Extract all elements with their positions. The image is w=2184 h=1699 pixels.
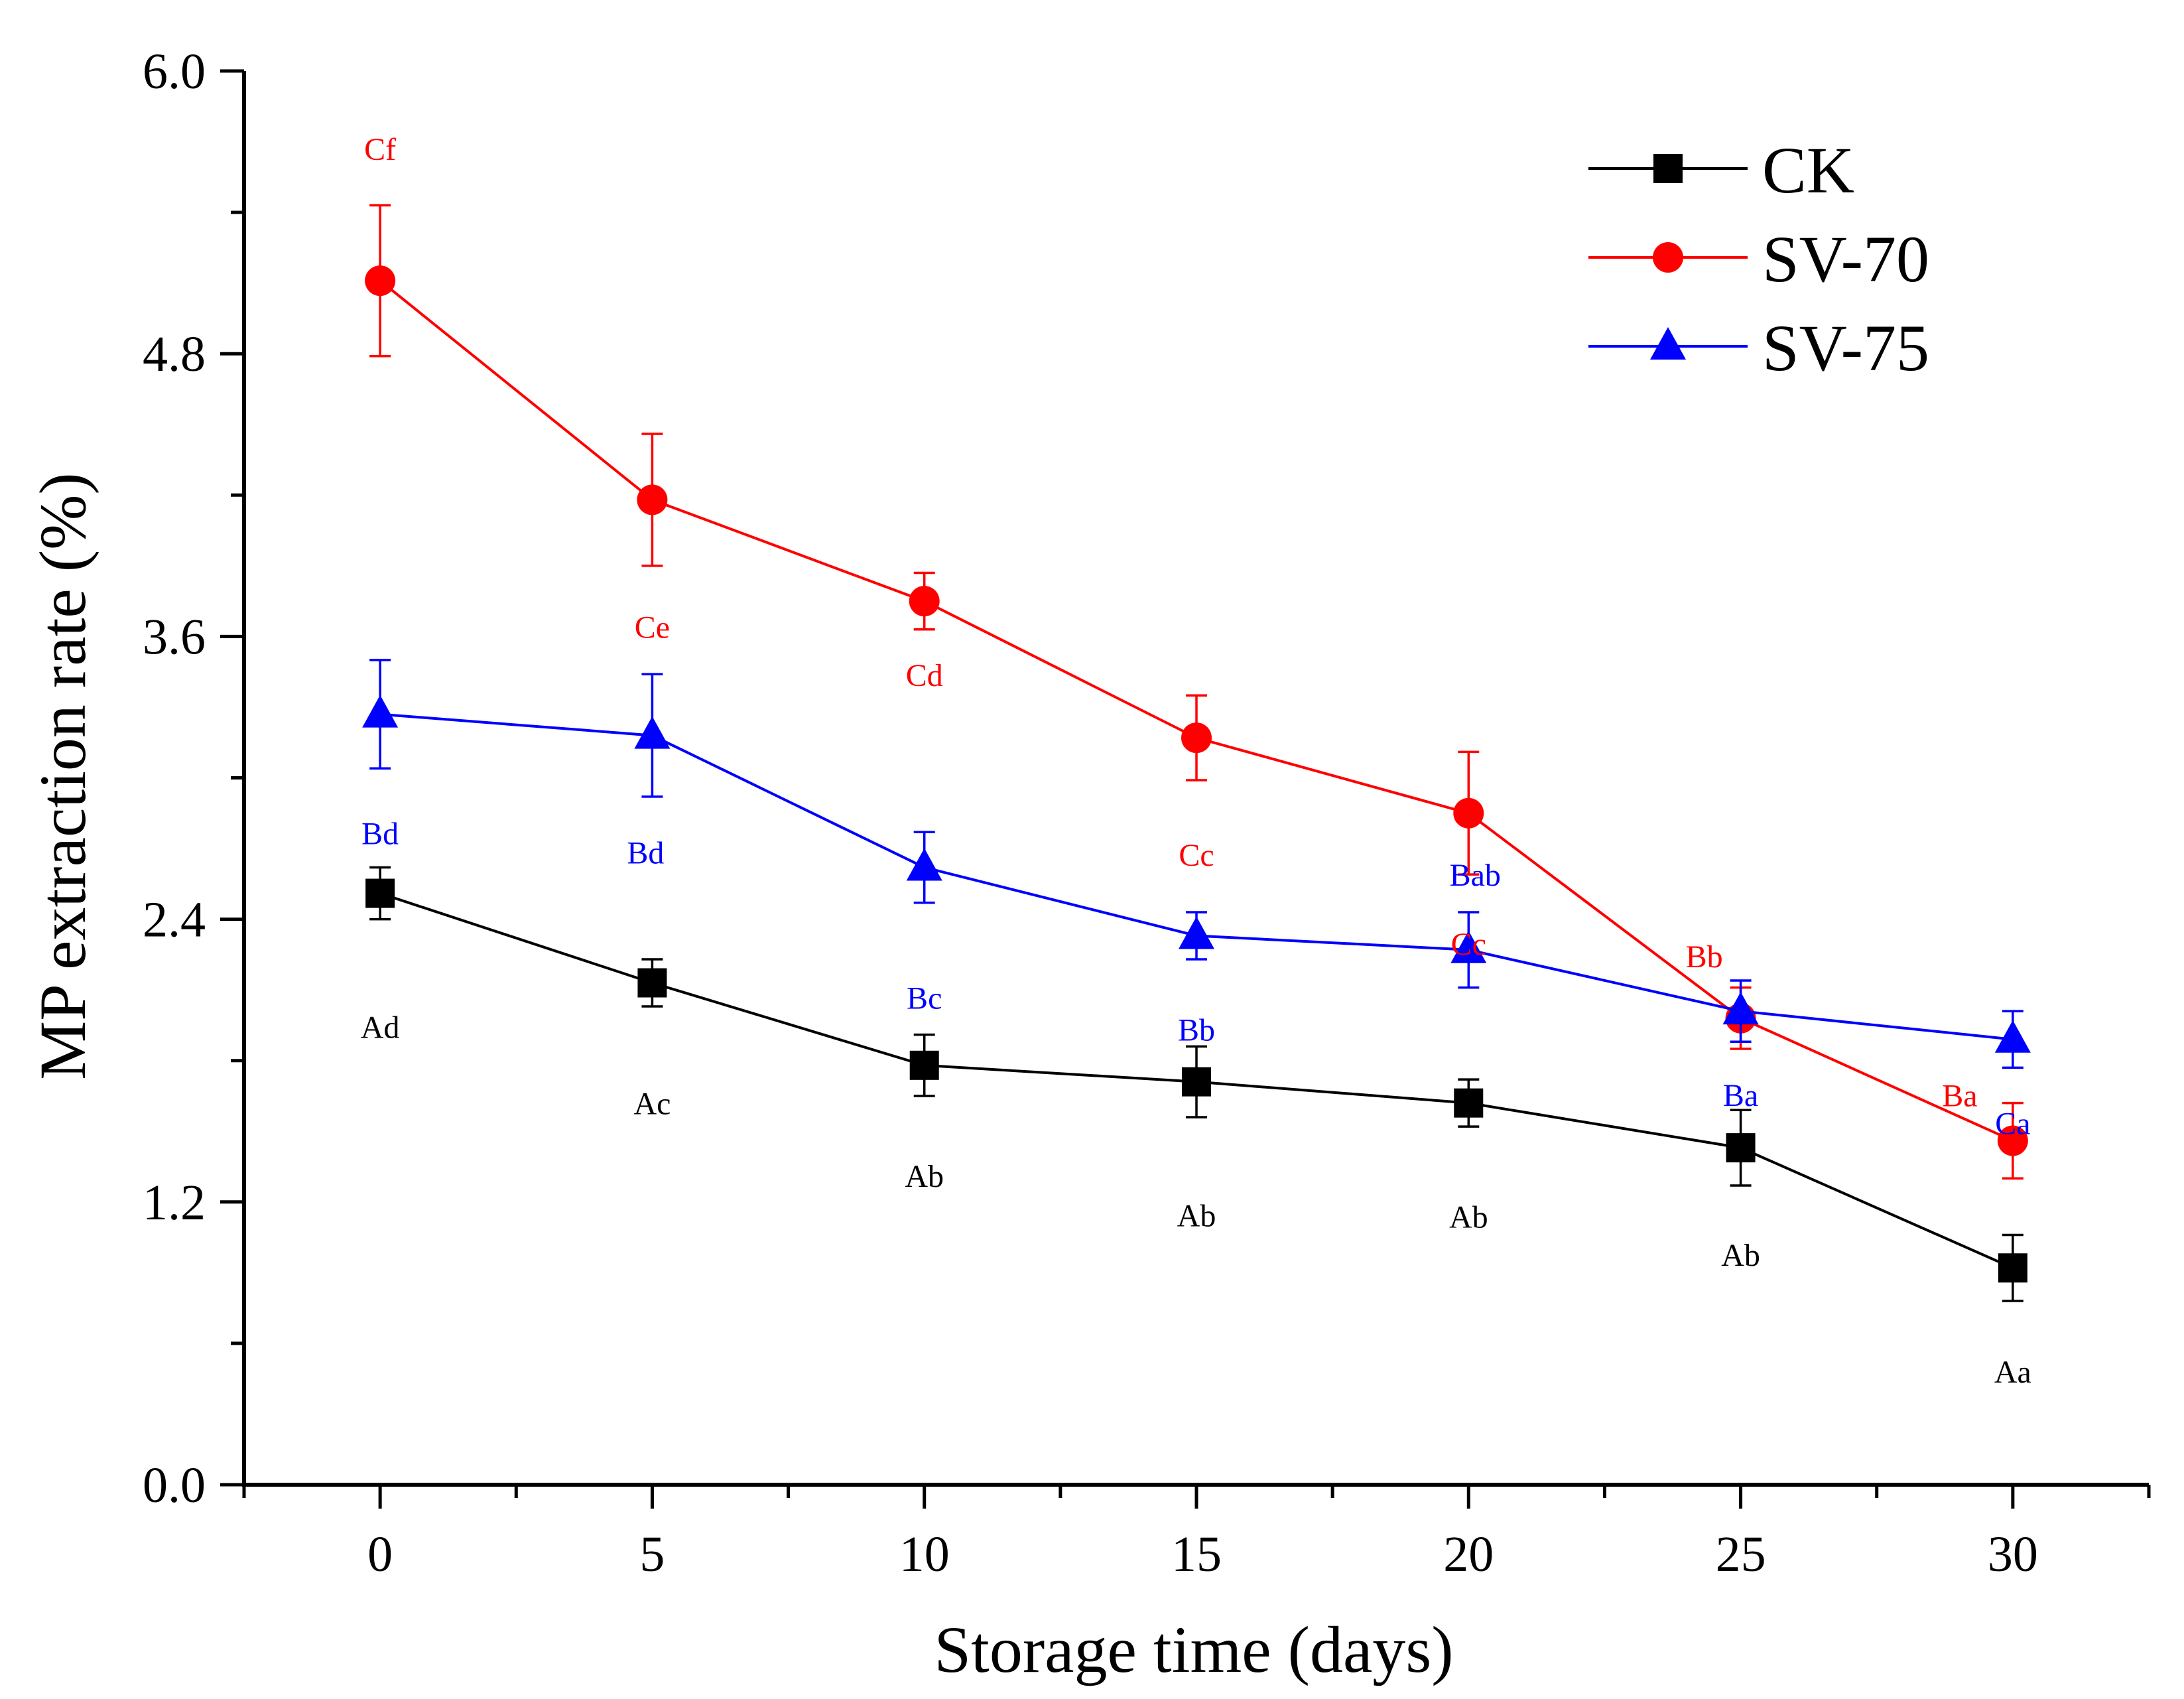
legend-marker-circle: [1653, 242, 1683, 273]
data-point-square: [637, 968, 667, 998]
x-tick-label: 0: [367, 1527, 393, 1582]
series-layer: [362, 204, 2031, 1302]
significance-label: Ab: [1177, 1199, 1216, 1234]
x-tick-label: 15: [1171, 1527, 1222, 1582]
significance-label: Bab: [1450, 858, 1501, 893]
x-tick-label: 30: [1988, 1527, 2038, 1582]
data-point-triangle: [1179, 916, 1214, 949]
legend-marker-square: [1653, 154, 1683, 183]
y-tick-label: 3.6: [143, 609, 206, 665]
data-point-circle: [637, 484, 668, 515]
significance-label: Ab: [1449, 1200, 1488, 1235]
y-tick-label: 4.8: [143, 326, 206, 382]
data-point-square: [1998, 1253, 2027, 1283]
y-tick-label: 0.0: [143, 1458, 206, 1513]
y-tick-label: 6.0: [143, 44, 206, 100]
series-sv-75: [362, 659, 2031, 1069]
significance-label: Ba: [1942, 1078, 1977, 1113]
significance-label: Aa: [1994, 1355, 2031, 1390]
significance-label: Ab: [1721, 1238, 1760, 1273]
data-point-square: [909, 1050, 939, 1080]
significance-label: Bb: [1686, 939, 1723, 975]
significance-label: Bd: [627, 836, 664, 871]
legend-marker-triangle: [1650, 327, 1686, 360]
y-ticks: 0.0 1.2 2.4 3.6 4.8 6.0: [143, 44, 244, 1513]
significance-label: Ca: [1995, 1107, 2030, 1142]
significance-label: Cd: [906, 658, 943, 693]
significance-label: Bd: [361, 817, 399, 852]
legend-label: SV-75: [1762, 311, 1929, 385]
legend-item-ck: CK: [1588, 133, 1854, 207]
significance-label: Ce: [635, 610, 670, 645]
significance-label: Bb: [1178, 1012, 1215, 1048]
legend-item-sv-70: SV-70: [1588, 222, 1929, 296]
legend-item-sv-75: SV-75: [1588, 311, 1929, 385]
significance-label: Cc: [1179, 838, 1214, 873]
data-point-square: [365, 878, 395, 908]
legend-label: CK: [1762, 133, 1854, 207]
x-axis-title: Storage time (days): [934, 1613, 1453, 1686]
data-point-square: [1182, 1067, 1211, 1097]
x-tick-label: 10: [899, 1527, 950, 1582]
significance-label: Ba: [1723, 1078, 1758, 1113]
data-point-circle: [1997, 1125, 2028, 1156]
significance-labels: Ad Ac Ab Ab Ab Ab Aa Cf Ce Cd Cc Cc Bb Ba Bd Bd Bc Bb Bab B…: [361, 132, 2031, 1390]
data-point-square: [1726, 1133, 1756, 1163]
data-point-triangle: [1722, 992, 1759, 1025]
legend-label: SV-70: [1762, 222, 1929, 296]
data-point-triangle: [906, 848, 942, 881]
x-ticks: 0 5 10 15 20 25 30: [242, 1485, 2151, 1582]
significance-label: Ad: [361, 1010, 400, 1046]
significance-label: Bc: [907, 981, 942, 1016]
legend: CK SV-70 SV-75: [1588, 133, 1929, 385]
data-point-circle: [909, 586, 940, 617]
data-point-square: [1454, 1088, 1484, 1118]
y-tick-label: 2.4: [143, 892, 206, 948]
y-tick-label: 1.2: [143, 1175, 206, 1231]
significance-label: Ab: [905, 1159, 944, 1194]
data-point-circle: [1453, 797, 1484, 829]
data-point-triangle: [634, 716, 671, 749]
data-point-triangle: [362, 695, 399, 728]
significance-label: Cc: [1451, 927, 1486, 962]
data-point-triangle: [1994, 1020, 2031, 1053]
y-axis-title: MP extraction rate (%): [26, 472, 99, 1079]
data-point-circle: [365, 265, 396, 297]
x-tick-label: 20: [1443, 1527, 1494, 1582]
x-tick-label: 25: [1716, 1527, 1766, 1582]
data-point-circle: [1181, 722, 1212, 754]
series-ck: [365, 866, 2027, 1302]
data-point-triangle: [1450, 930, 1487, 963]
significance-label: Cf: [364, 132, 396, 167]
significance-label: Ac: [633, 1086, 671, 1121]
x-tick-label: 5: [639, 1527, 665, 1582]
